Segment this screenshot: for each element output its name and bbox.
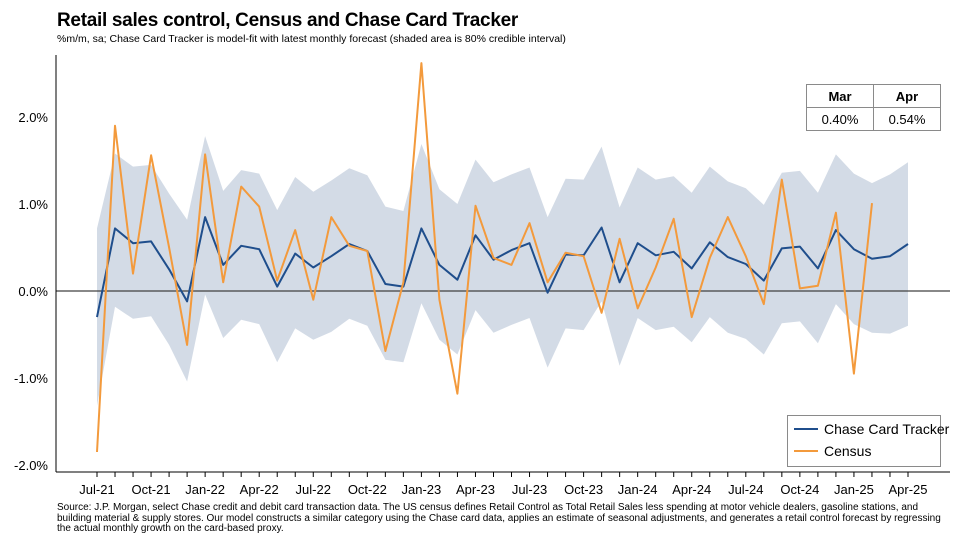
x-tick-label: Jul-23	[512, 482, 547, 497]
legend-item-chase: Chase Card Tracker	[794, 421, 949, 437]
y-tick-label: -1.0%	[14, 371, 48, 386]
chart-plot: 2.0% 1.0% 0.0% -1.0% -2.0% Jul-21 Oct-21 Jan-2…	[14, 55, 950, 497]
x-tick-label: Oct-24	[780, 482, 819, 497]
chart-subtitle: %m/m, sa; Chase Card Tracker is model-fi…	[57, 33, 566, 45]
x-tick-label: Jan-25	[834, 482, 874, 497]
x-tick-label: Jan-23	[402, 482, 442, 497]
x-tick-label: Jan-24	[618, 482, 658, 497]
legend-label-chase: Chase Card Tracker	[824, 421, 950, 437]
x-tick-label: Apr-22	[240, 482, 279, 497]
legend-swatch-census	[794, 450, 818, 452]
x-tick-label: Apr-25	[888, 482, 927, 497]
series-line-chase-card-tracker	[96, 216, 909, 318]
forecast-table: Mar Apr 0.40% 0.54%	[806, 84, 941, 131]
y-tick-label: 0.0%	[18, 284, 48, 299]
legend-item-census: Census	[794, 443, 871, 459]
y-tick-label: 2.0%	[18, 110, 48, 125]
source-note: Source: J.P. Morgan, select Chase credit…	[57, 502, 941, 534]
forecast-header-apr: Apr	[873, 84, 941, 108]
forecast-value-mar: 0.40%	[806, 107, 874, 131]
y-axis: 2.0% 1.0% 0.0% -1.0% -2.0%	[14, 55, 57, 473]
x-tick-label: Apr-24	[672, 482, 711, 497]
x-tick-label: Apr-23	[456, 482, 495, 497]
forecast-value-apr: 0.54%	[873, 107, 941, 131]
legend-label-census: Census	[824, 443, 872, 459]
series-lines	[96, 62, 909, 453]
y-tick-label: -2.0%	[14, 458, 48, 473]
chart-title: Retail sales control, Census and Chase C…	[57, 10, 518, 31]
series-line-census	[96, 62, 873, 453]
x-tick-label: Oct-21	[132, 482, 171, 497]
x-tick-label: Oct-22	[348, 482, 387, 497]
x-axis: Jul-21 Oct-21 Jan-22 Apr-22 Jul-22 Oct-22 Jan-…	[56, 471, 950, 497]
chart-legend: Chase Card Tracker Census	[787, 415, 949, 467]
x-tick-label: Jan-22	[185, 482, 225, 497]
x-tick-label: Jul-21	[79, 482, 114, 497]
x-tick-label: Jul-22	[296, 482, 331, 497]
legend-swatch-chase	[794, 428, 818, 430]
x-tick-label: Jul-24	[728, 482, 763, 497]
credible-interval-band	[97, 136, 908, 406]
forecast-header-mar: Mar	[806, 84, 874, 108]
y-tick-label: 1.0%	[18, 197, 48, 212]
x-tick-label: Oct-23	[564, 482, 603, 497]
